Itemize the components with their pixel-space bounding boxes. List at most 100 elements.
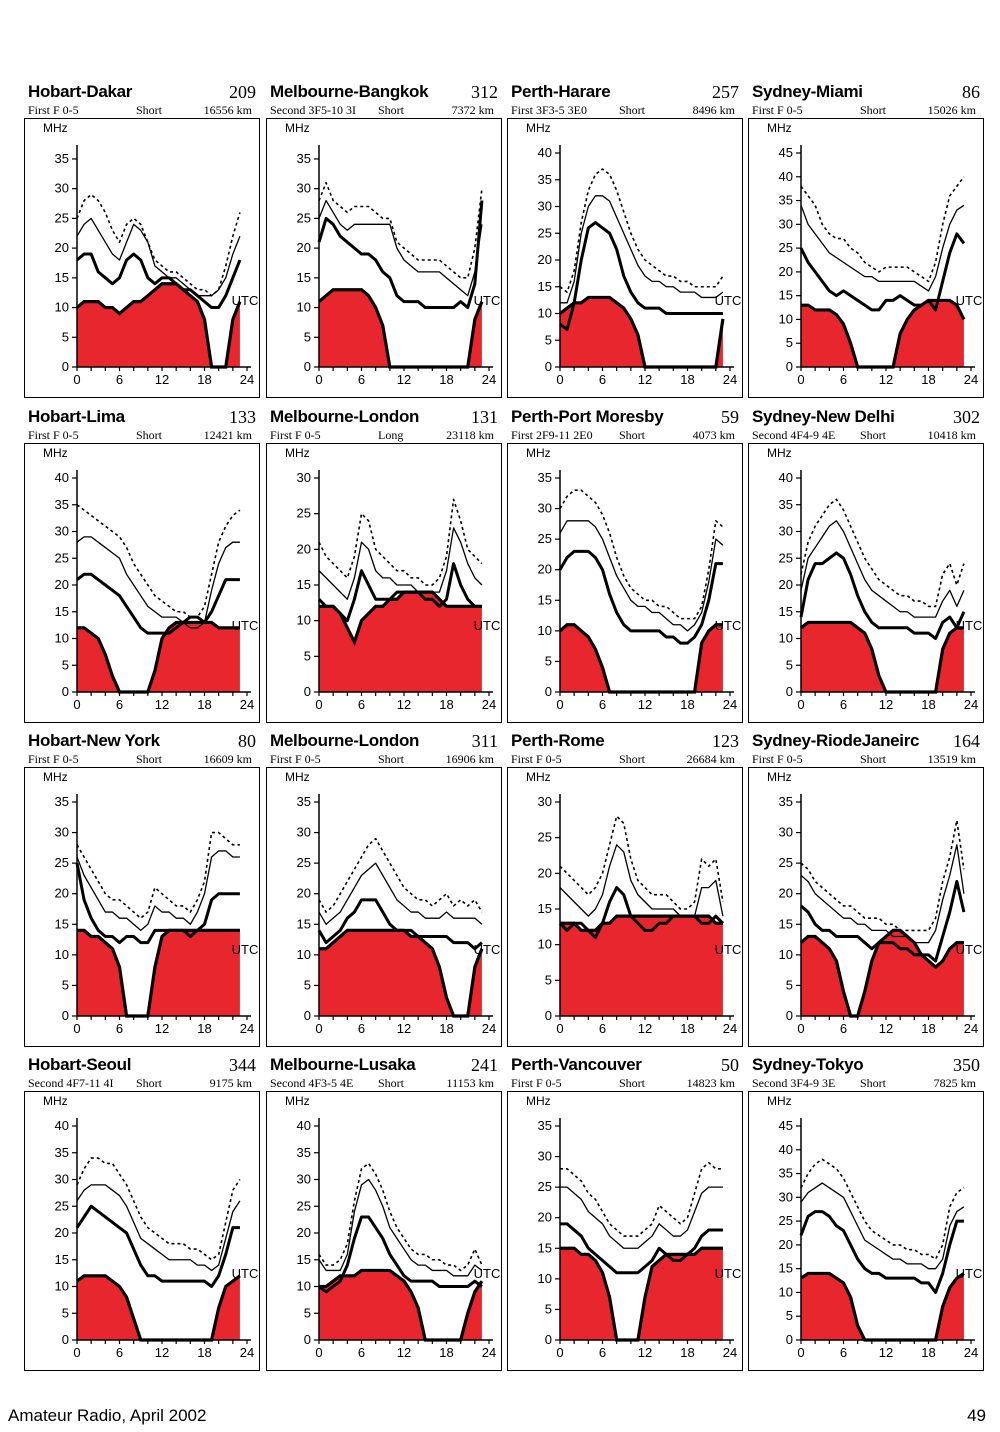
x-tick-label: 12: [879, 1021, 893, 1036]
y-tick-label: 35: [779, 1166, 793, 1181]
y-tick-label: 10: [55, 947, 69, 962]
y-tick-label: 0: [304, 359, 311, 374]
chart-number: 257: [712, 82, 739, 102]
y-tick-label: 30: [779, 825, 793, 840]
x-tick-label: 12: [397, 1021, 411, 1036]
y-axis-label: MHz: [285, 446, 310, 460]
series-line: [800, 498, 965, 608]
y-tick-label: 15: [297, 577, 311, 592]
y-tick-label: 25: [297, 506, 311, 521]
chart-title: Sydney-Miami: [752, 82, 863, 101]
chart-title: Melbourne-Bangkok: [270, 82, 429, 101]
y-tick-label: 30: [297, 825, 311, 840]
utc-label: UTC: [474, 942, 501, 957]
chart-path: Short: [860, 752, 887, 766]
chart-panel: Sydney-New Delhi 302 Second 4F4-9 4E Short 1…: [746, 407, 984, 723]
x-tick-label: 0: [73, 372, 80, 387]
x-tick-label: 18: [680, 697, 694, 712]
series-line: [559, 844, 724, 917]
chart-title: Hobart-New York: [28, 731, 160, 750]
chart-number: 50: [721, 1055, 739, 1075]
series-line: [799, 232, 966, 312]
y-axis-label: MHz: [767, 1094, 792, 1108]
chart-header: Perth-Vancouver 50: [505, 1055, 741, 1077]
y-tick-label: 5: [545, 972, 552, 987]
x-tick-label: 6: [116, 1345, 123, 1360]
series-line: [318, 498, 483, 586]
y-tick-label: 20: [297, 240, 311, 255]
x-tick-label: 12: [638, 1345, 652, 1360]
chart-number: 59: [721, 407, 739, 427]
y-tick-label: 20: [297, 1225, 311, 1240]
series-line: [318, 1178, 483, 1277]
series-line: [317, 562, 482, 623]
utc-label: UTC: [715, 1266, 742, 1281]
y-tick-label: 10: [779, 311, 793, 326]
y-tick-label: 20: [538, 252, 552, 267]
chart-svg: 0 5 10 15 20 25 30 35 40 0 6 12 18 24 UTC: [55, 1118, 258, 1360]
chart-number: 123: [712, 731, 739, 751]
series-line: [318, 199, 483, 297]
chart-header: Melbourne-London 131: [264, 407, 500, 429]
y-tick-label: 5: [62, 1305, 69, 1320]
chart-distance: 15026 km: [927, 103, 976, 117]
chart-panel: Melbourne-Lusaka 241 Second 4F3-5 4E Short 1…: [264, 1055, 502, 1371]
y-tick-label: 15: [55, 1252, 69, 1267]
chart-frame: MHz 0 5 10 15 20 25 30 35 40 0 6 12 18 24 UTC: [24, 1091, 260, 1371]
chart-header: Sydney-New Delhi 302: [746, 407, 982, 429]
chart-svg: 0 5 10 15 20 25 30 35 0 6 12 18 24 UTC: [55, 145, 258, 387]
chart-distance: 4073 km: [692, 428, 735, 442]
y-tick-label: 40: [55, 470, 69, 485]
x-tick-label: 24: [723, 1021, 737, 1036]
chart-header: Perth-Harare 257: [505, 82, 741, 104]
area-fill: [77, 930, 240, 1016]
y-axis-label: MHz: [285, 121, 310, 135]
chart-number: 80: [238, 731, 256, 751]
y-tick-label: 5: [545, 653, 552, 668]
chart-mode: First F 0-5: [511, 1076, 562, 1090]
y-tick-label: 10: [297, 1279, 311, 1294]
x-tick-label: 18: [439, 1345, 453, 1360]
x-tick-label: 0: [73, 1021, 80, 1036]
y-tick-label: 15: [55, 604, 69, 619]
chart-subheader: Second 4F3-5 4E Short 11153 km: [264, 1077, 500, 1090]
y-tick-label: 10: [779, 631, 793, 646]
y-tick-label: 5: [62, 977, 69, 992]
chart-distance: 26684 km: [686, 752, 735, 766]
x-tick-label: 18: [921, 372, 935, 387]
y-tick-label: 35: [538, 1118, 552, 1133]
y-tick-label: 25: [779, 240, 793, 255]
series-line: [319, 590, 482, 647]
area-fill: [560, 297, 723, 367]
x-tick-label: 24: [723, 1345, 737, 1360]
chart-number: 302: [953, 407, 980, 427]
x-tick-label: 18: [680, 1021, 694, 1036]
x-tick-label: 6: [599, 697, 606, 712]
chart-title: Sydney-Tokyo: [752, 1055, 864, 1074]
x-tick-label: 24: [240, 1021, 254, 1036]
x-tick-label: 6: [358, 372, 365, 387]
area-fill: [77, 1275, 240, 1340]
series-line: [560, 1246, 723, 1342]
series-line: [800, 176, 965, 283]
x-tick-label: 6: [599, 372, 606, 387]
y-tick-label: 5: [786, 977, 793, 992]
x-tick-label: 24: [964, 1021, 978, 1036]
chart-path: Short: [136, 1076, 163, 1090]
y-tick-label: 20: [538, 562, 552, 577]
y-tick-label: 0: [786, 1008, 793, 1023]
series-line: [76, 572, 240, 635]
x-tick-label: 18: [439, 1021, 453, 1036]
series-line: [76, 217, 241, 297]
x-tick-label: 0: [797, 1345, 804, 1360]
y-tick-label: 10: [779, 947, 793, 962]
chart-panel: Perth-Vancouver 50 First F 0-5 Short 14823 k…: [505, 1055, 743, 1371]
y-tick-label: 5: [304, 648, 311, 663]
chart-distance: 11153 km: [446, 1076, 494, 1090]
y-tick-label: 35: [779, 794, 793, 809]
y-tick-label: 30: [55, 825, 69, 840]
y-tick-label: 10: [55, 1279, 69, 1294]
x-tick-label: 24: [482, 697, 496, 712]
series-line: [318, 181, 483, 279]
